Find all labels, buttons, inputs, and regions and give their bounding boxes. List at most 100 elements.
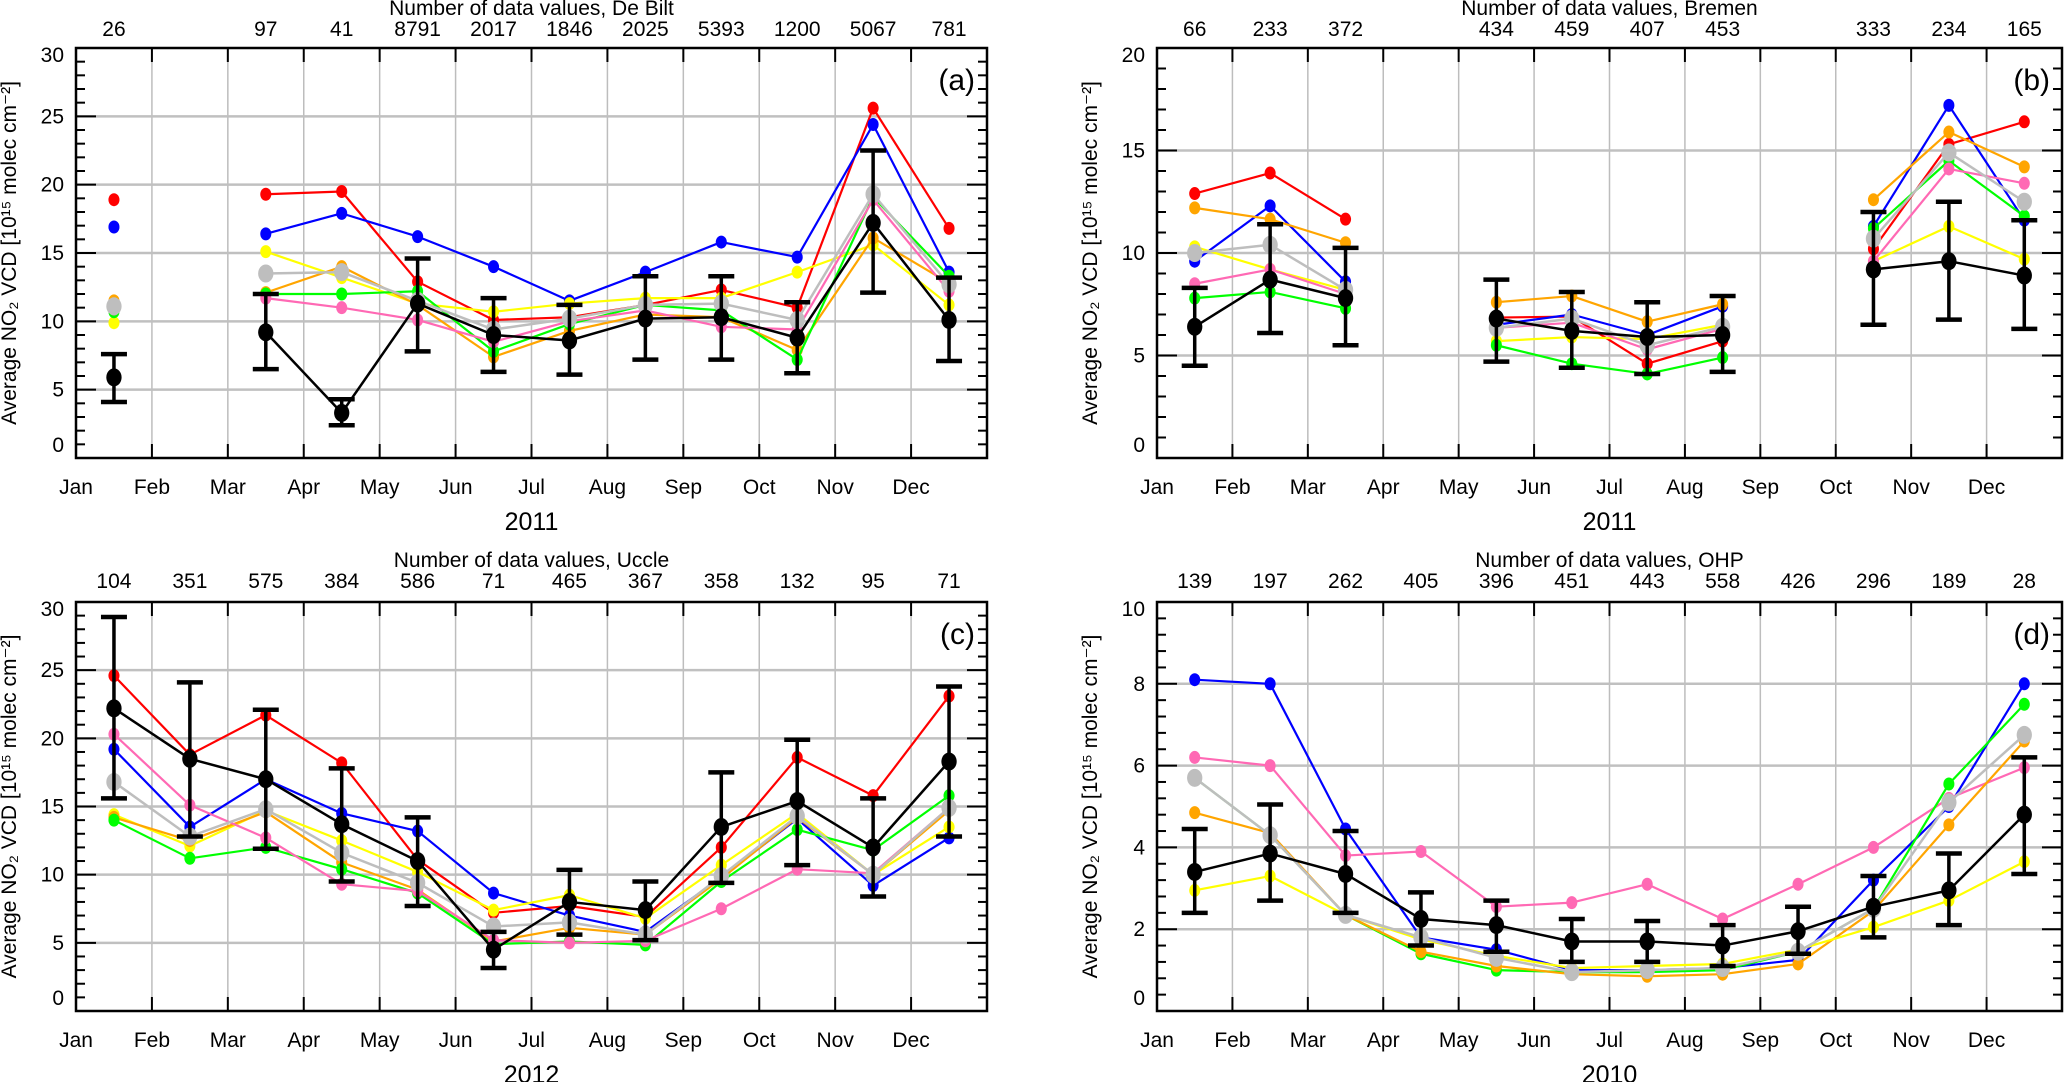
count-label: 95 — [861, 570, 884, 593]
data-point — [2016, 266, 2032, 285]
series-line-segment — [1269, 875, 1347, 916]
data-point — [1943, 125, 1955, 139]
series-line-segment — [493, 894, 570, 912]
series-line-segment — [569, 317, 646, 342]
data-point — [485, 940, 502, 959]
series-line-segment — [1420, 936, 1497, 960]
series-line-segment — [1948, 131, 2025, 168]
data-point — [2016, 805, 2032, 824]
x-axis-label: 2011 — [1583, 508, 1637, 536]
count-label: 451 — [1554, 570, 1589, 593]
series-line-segment — [872, 806, 950, 876]
y-tick-label: 10 — [1122, 598, 1145, 621]
data-point — [485, 326, 502, 344]
series-line-segment — [1194, 243, 1271, 255]
series-line-segment — [1269, 764, 1347, 857]
count-label: 575 — [248, 570, 283, 593]
data-point — [867, 118, 879, 132]
series-line-segment — [493, 333, 570, 342]
series-line-segment — [265, 811, 343, 864]
data-point — [1941, 881, 1957, 900]
series-line-segment — [872, 695, 950, 797]
series-line-segment — [1269, 834, 1347, 916]
series-line-segment — [644, 241, 722, 274]
count-label: 28 — [2013, 570, 2036, 593]
series-line-segment — [796, 123, 875, 258]
series-line-segment — [1948, 259, 2025, 277]
series-line-segment — [265, 714, 343, 764]
series-line-segment — [265, 846, 343, 871]
series-line-segment — [1722, 883, 1799, 920]
data-point — [2018, 677, 2030, 691]
x-tick-label: May — [360, 476, 400, 499]
count-label: 5067 — [850, 18, 897, 41]
y-axis-label: Average NO₂ VCD [10¹⁵ molec cm⁻²] — [0, 81, 21, 425]
x-tick-label: Jan — [59, 476, 93, 499]
series-line-segment — [720, 316, 798, 339]
series-line-segment — [417, 280, 495, 321]
x-tick-label: Oct — [1819, 476, 1852, 499]
data-point — [1337, 289, 1354, 308]
data-point — [1564, 963, 1580, 982]
data-point — [713, 308, 729, 327]
data-point — [334, 815, 350, 834]
series-line-segment — [1872, 168, 1950, 262]
series-line-segment — [1647, 966, 1723, 972]
series-line-segment — [720, 868, 798, 910]
series-line-segment — [796, 799, 874, 849]
data-point — [108, 220, 120, 234]
series-line-segment — [644, 864, 722, 920]
data-point — [1187, 768, 1203, 787]
series-line-segment — [1646, 303, 1723, 323]
x-axis-label: 2012 — [504, 1061, 560, 1082]
series-line-segment — [113, 707, 191, 760]
series-line-segment — [417, 299, 494, 331]
count-label: 1200 — [774, 18, 821, 41]
count-label: 66 — [1183, 18, 1206, 41]
panel-b: 0 5 10 15 20 Jan Feb Mar Apr May Jun Jul Aug Sep Oct No… — [1079, 0, 2064, 536]
series-line-segment — [189, 757, 267, 781]
series-line-segment — [1646, 883, 1724, 920]
y-tick-label: 15 — [41, 242, 64, 265]
series-line-segment — [1571, 313, 1648, 337]
data-point — [561, 892, 578, 911]
series-line-segment — [720, 799, 798, 829]
series-line-segment — [341, 290, 418, 296]
series-line-segment — [872, 107, 950, 229]
y-axis-label: Average NO₂ VCD [10¹⁵ molec cm⁻²] — [0, 635, 21, 979]
series-line-segment — [417, 302, 495, 337]
count-label: 233 — [1253, 18, 1288, 41]
data-point — [336, 287, 348, 301]
count-label: 41 — [330, 18, 353, 41]
data-point — [336, 206, 348, 220]
series-line-segment — [1872, 824, 1950, 912]
data-point — [791, 265, 803, 279]
series-line-segment — [1872, 131, 1950, 201]
data-point — [106, 368, 122, 387]
data-point — [488, 260, 500, 274]
series-line-segment — [1496, 344, 1573, 365]
data-point — [1943, 98, 1955, 112]
series-line-segment — [1344, 872, 1422, 921]
series-line-segment — [1947, 813, 2026, 892]
series-line-segment — [1496, 964, 1572, 976]
data-point — [260, 227, 272, 241]
x-tick-label: Feb — [134, 476, 170, 499]
x-tick-label: Mar — [210, 476, 246, 499]
series-line-segment — [1194, 811, 1271, 835]
series-line-segment — [1646, 327, 1723, 351]
series-line-segment — [569, 309, 646, 323]
series-line-segment — [569, 297, 646, 305]
data-point — [1943, 162, 1955, 176]
series-7 — [100, 614, 963, 971]
series-line-segment — [1797, 846, 1874, 886]
series-line-segment — [1722, 962, 1799, 976]
series-line-segment — [1194, 206, 1271, 221]
y-tick-label: 30 — [41, 44, 64, 67]
count-label: 1846 — [546, 18, 593, 41]
series-line-segment — [1872, 151, 1950, 240]
series-line-segment — [644, 826, 723, 911]
x-tick-label: Jan — [59, 1029, 93, 1052]
series-line-segment — [189, 778, 267, 828]
series-line-segment — [1496, 901, 1572, 908]
